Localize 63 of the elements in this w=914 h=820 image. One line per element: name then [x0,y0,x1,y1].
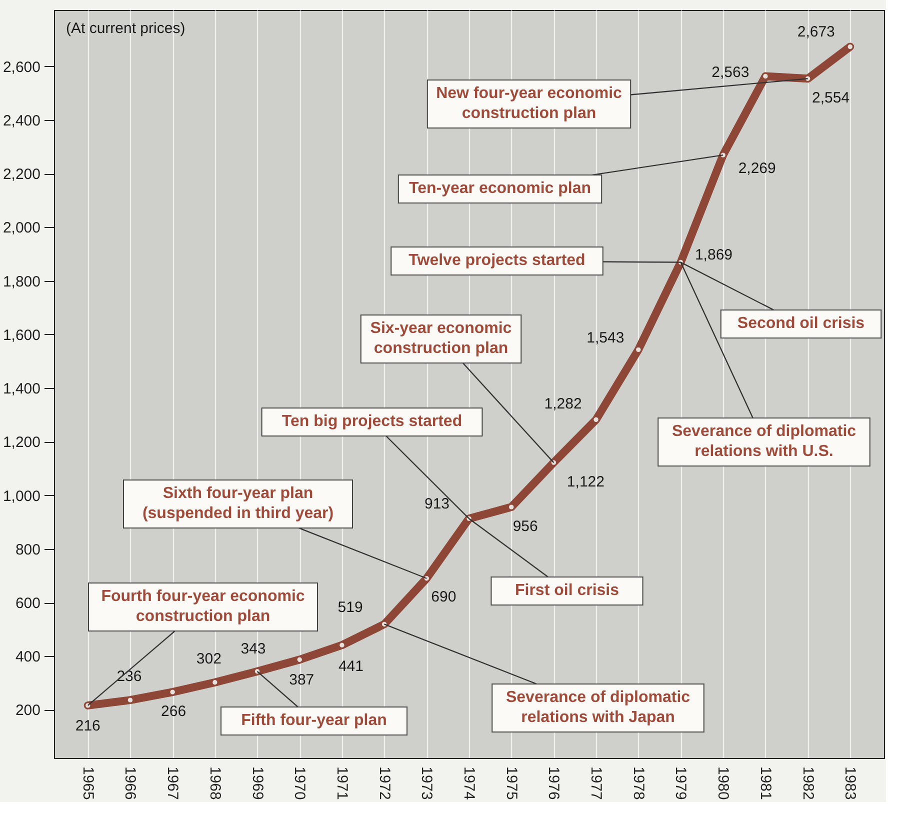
data-label: 2,563 [712,64,750,82]
y-tick-label: 1,000 [2,488,40,505]
x-tick-label: 1967 [164,766,182,800]
y-tick-label: 1,800 [2,273,40,290]
data-label: 1,543 [586,330,624,347]
data-label: 519 [338,599,363,616]
y-tick-label: 800 [15,541,40,558]
x-tick-label: 1982 [799,766,816,800]
data-label: 956 [512,518,538,536]
y-tick-label: 600 [15,595,40,612]
x-tick-label: 1976 [545,766,562,800]
annotation: Second oil crisis [737,315,865,332]
x-tick-label: 1973 [418,766,436,800]
annotation: (At current prices) [66,20,186,37]
x-tick-label: 1978 [630,766,647,800]
annotation: Ten-year economic plan [409,180,591,197]
data-label: 343 [240,640,266,658]
y-tick-label: 400 [15,648,40,666]
data-label: 1,122 [566,474,604,491]
data-label: 266 [161,703,186,720]
x-tick-label: 1965 [79,766,96,800]
x-tick-label: 1972 [376,766,393,800]
y-tick-label: 1,600 [2,326,40,344]
x-tick-label: 1979 [672,766,690,800]
y-tick-label: 1,400 [2,380,40,398]
annotation: New four-year economic construction plan [436,85,622,122]
x-tick-label: 1977 [588,766,605,800]
data-label: 913 [424,496,450,513]
x-tick-label: 1968 [206,766,224,800]
x-tick-label: 1971 [333,766,350,800]
annotation: Six-year economic construction plan [370,320,512,357]
y-tick-label: 2,200 [2,166,40,184]
data-label: 2,269 [738,160,776,178]
y-tick-label: 2,000 [2,220,40,237]
data-label: 2,673 [797,24,835,41]
x-tick-label: 1970 [291,766,308,800]
annotation: Severance of diplomatic relations with U.S. [672,423,856,460]
annotation: Fifth four-year plan [241,712,387,729]
y-tick-label: 2,600 [2,58,40,76]
annotation: Severance of diplomatic relations with Japan [506,689,690,726]
annotation: Ten big projects started [282,413,462,430]
data-label: 216 [75,717,100,734]
x-tick-label: 1975 [502,766,520,800]
annotation: Sixth four-year plan (suspended in third year) [142,485,334,522]
annotation: Fourth four-year economic construction plan [101,588,305,625]
x-tick-label: 1974 [460,766,478,800]
data-label: 2,554 [812,90,850,107]
data-label: 441 [338,658,364,676]
data-label: 1,869 [694,246,733,264]
data-label: 690 [431,588,456,606]
data-label: 387 [289,672,314,689]
annotation: First oil crisis [514,582,620,599]
x-tick-label: 1966 [122,766,139,800]
x-tick-label: 1981 [756,766,774,800]
y-tick-label: 2,400 [2,112,40,130]
annotation: Twelve projects started [408,252,586,269]
y-tick-label: 200 [15,702,40,720]
data-label: 302 [196,650,222,668]
x-tick-label: 1983 [842,766,859,800]
x-tick-label: 1980 [714,766,732,800]
data-label: 1,282 [544,396,582,413]
y-tick-label: 1,200 [2,434,40,452]
x-tick-label: 1969 [248,766,266,800]
